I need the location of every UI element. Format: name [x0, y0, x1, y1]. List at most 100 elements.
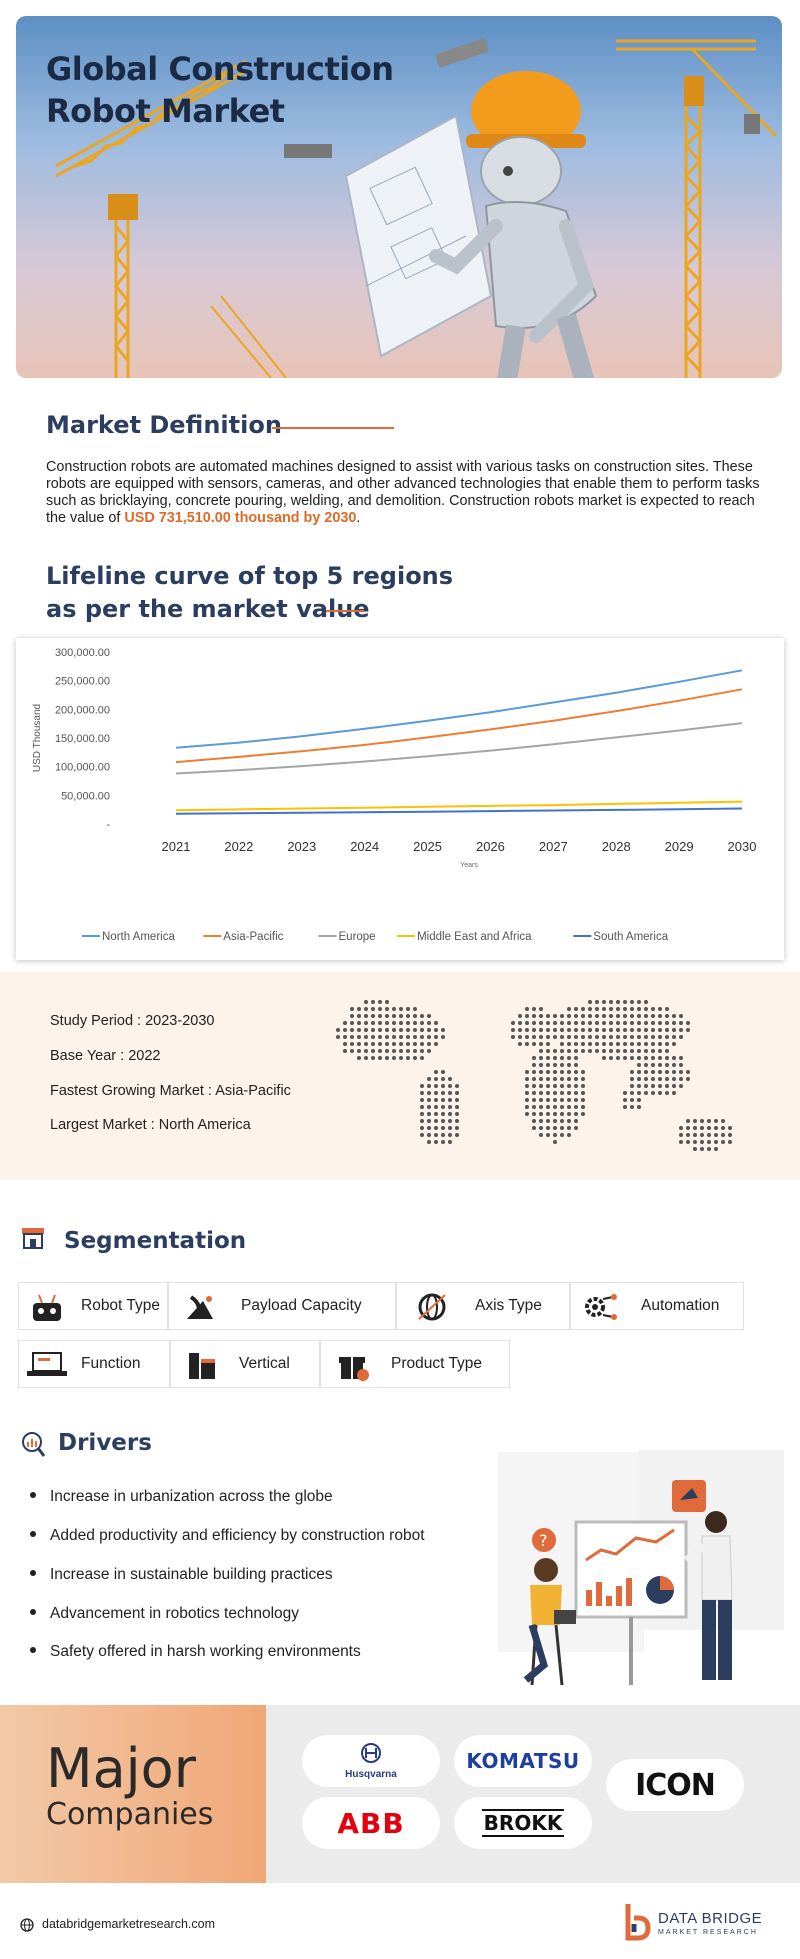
definition-body: Construction robots are automated machin… — [46, 459, 760, 526]
driver-item: Increase in sustainable building practic… — [30, 1566, 333, 1584]
husqvarna-logo: Husqvarna — [345, 1742, 397, 1780]
drivers-icon — [22, 1432, 46, 1457]
hero-title-line1: Global Construction — [46, 50, 394, 88]
gift-box-icon — [339, 1357, 369, 1381]
brand-name: DATA BRIDGE — [658, 1910, 763, 1927]
driver-text: Advancement in robotics technology — [50, 1605, 300, 1622]
icon-text: ICON — [635, 1767, 716, 1803]
heading-rule — [272, 427, 394, 429]
driver-item: Added productivity and efficiency by con… — [30, 1527, 425, 1545]
bullet — [30, 1608, 36, 1615]
laptop-icon — [27, 1352, 67, 1376]
largest-market: Largest Market : North America — [50, 1117, 251, 1133]
logo-brokk: BROKK — [454, 1797, 592, 1849]
crane-left-illustration — [55, 38, 778, 378]
segment-function: Function — [18, 1340, 170, 1388]
segment-label: Automation — [641, 1297, 720, 1314]
lifeline-heading-line2: as per the market value — [46, 595, 370, 623]
driver-text: Safety offered in harsh working environm… — [50, 1643, 361, 1660]
y-tick-label: 200,000.00 — [55, 704, 110, 716]
hero-title: Global Construction Robot Market — [46, 48, 394, 132]
y-tick-label: 250,000.00 — [55, 676, 110, 688]
legend-label: Middle East and Africa — [417, 931, 532, 943]
segment-label: Axis Type — [475, 1297, 542, 1314]
segment-robot-type: Robot Type — [18, 1282, 168, 1330]
series-line-europe — [175, 722, 743, 775]
fastest-growing-market: Fastest Growing Market : Asia-Pacific — [50, 1083, 291, 1099]
major-heading-line2: Companies — [46, 1797, 214, 1832]
lifeline-heading: Lifeline curve of top 5 regions as per t… — [46, 560, 453, 626]
segment-label: Function — [81, 1355, 141, 1372]
x-tick-label: 2027 — [539, 839, 568, 854]
hero-title-line2: Robot Market — [46, 92, 285, 130]
bullet — [30, 1491, 36, 1498]
major-heading-line1: Major — [46, 1737, 196, 1800]
y-tick-label: 150,000.00 — [55, 733, 110, 745]
x-tick-label: 2030 — [728, 839, 757, 854]
gear-network-icon — [585, 1294, 617, 1320]
databridge-logo-icon — [625, 1904, 651, 1941]
x-tick-label: 2023 — [287, 839, 316, 854]
x-tick-label: 2029 — [665, 839, 694, 854]
driver-item: Increase in urbanization across the glob… — [30, 1488, 333, 1506]
segment-label: Payload Capacity — [241, 1297, 362, 1314]
y-tick-label: 100,000.00 — [55, 762, 110, 774]
y-tick-label: 300,000.00 — [55, 647, 110, 659]
lifeline-rule — [326, 610, 364, 612]
series-line-asia-pacific — [175, 688, 743, 764]
footer-brand: DATA BRIDGE MARKET RESEARCH — [624, 1902, 794, 1946]
market-stats-panel: Study Period : 2023-2030 Base Year : 202… — [0, 972, 800, 1180]
drivers-heading: Drivers — [58, 1430, 152, 1456]
globe-icon — [20, 1918, 34, 1932]
x-axis-label: Years — [460, 862, 478, 869]
brokk-text: BROKK — [481, 1809, 565, 1837]
legend-label: Europe — [339, 931, 376, 943]
y-axis-label: USD Thousand — [32, 704, 43, 772]
bullet — [30, 1646, 36, 1653]
bullet — [30, 1569, 36, 1576]
lifeline-chart: 300,000.00 250,000.00 200,000.00 150,000.00… — [16, 638, 784, 960]
base-year: Base Year : 2022 — [50, 1048, 161, 1064]
driver-text: Added productivity and efficiency by con… — [50, 1527, 425, 1544]
company-logos-panel: Husqvarna KOMATSU ICON ABB BROKK — [266, 1705, 800, 1883]
brand-tagline: MARKET RESEARCH — [658, 1929, 758, 1936]
segment-vertical: Vertical — [170, 1340, 320, 1388]
logo-icon: ICON — [606, 1759, 744, 1811]
x-tick-label: 2025 — [413, 839, 442, 854]
lifeline-heading-line1: Lifeline curve of top 5 regions — [46, 562, 454, 590]
segment-axis-type: Axis Type — [396, 1282, 570, 1330]
driver-text: Increase in urbanization across the glob… — [50, 1488, 333, 1505]
x-tick-label: 2024 — [350, 839, 379, 854]
major-companies-panel: Major Companies — [0, 1705, 266, 1883]
abb-text: ABB — [337, 1806, 405, 1840]
husqvarna-text: Husqvarna — [345, 1769, 397, 1780]
y-tick-label: 50,000.00 — [61, 790, 110, 802]
segment-label: Robot Type — [81, 1297, 160, 1314]
market-definition-heading: Market Definition — [46, 411, 282, 439]
driver-item: Advancement in robotics technology — [30, 1605, 299, 1623]
segmentation-icon — [22, 1228, 44, 1249]
bullet — [30, 1530, 36, 1537]
logo-komatsu: KOMATSU — [454, 1735, 592, 1787]
market-definition-text: Construction robots are automated machin… — [46, 459, 762, 527]
series-line-north-america — [175, 669, 743, 749]
presentation-illustration: ? — [498, 1450, 784, 1686]
series-line-south-america — [175, 807, 743, 815]
definition-highlight-value: USD 731,510.00 thousand by 2030 — [124, 510, 357, 526]
driver-text: Increase in sustainable building practic… — [50, 1566, 333, 1583]
series-line-middle-east-and-africa — [175, 800, 743, 812]
y-tick-label: - — [106, 819, 110, 831]
segment-label: Product Type — [391, 1355, 483, 1372]
segment-automation: Automation — [570, 1282, 744, 1330]
svg-text:?: ? — [539, 1531, 548, 1550]
x-tick-label: 2026 — [476, 839, 505, 854]
segment-product-type: Product Type — [320, 1340, 510, 1388]
driver-item: Safety offered in harsh working environm… — [30, 1643, 361, 1661]
logo-husqvarna: Husqvarna — [302, 1735, 440, 1787]
study-period: Study Period : 2023-2030 — [50, 1013, 215, 1029]
footer-website[interactable]: databridgemarketresearch.com — [42, 1917, 215, 1931]
segment-payload-capacity: Payload Capacity — [168, 1282, 396, 1330]
legend-label: North America — [102, 931, 175, 943]
world-map-dots — [336, 1000, 732, 1151]
x-tick-label: 2022 — [224, 839, 253, 854]
